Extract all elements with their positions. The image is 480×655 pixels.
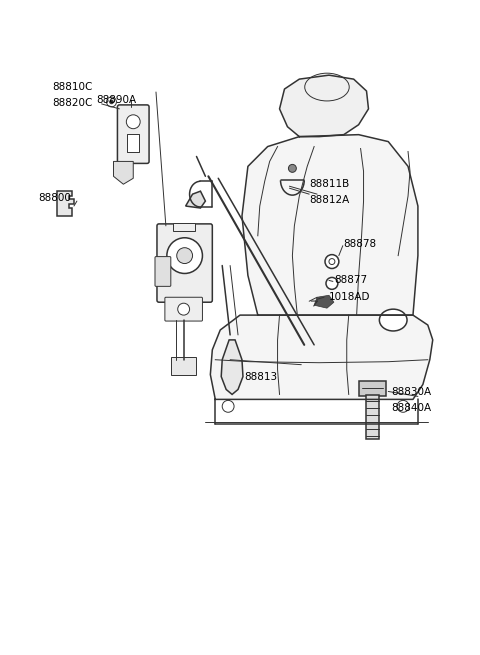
Text: 88800: 88800 <box>38 193 71 203</box>
Circle shape <box>126 115 140 128</box>
Text: 88820C: 88820C <box>52 98 93 108</box>
Polygon shape <box>113 161 133 184</box>
Circle shape <box>167 238 203 273</box>
Polygon shape <box>242 135 418 315</box>
Text: 88840A: 88840A <box>391 403 432 413</box>
Text: 88877: 88877 <box>334 275 367 286</box>
Text: 88878: 88878 <box>343 238 376 249</box>
Text: 88810C: 88810C <box>52 82 93 92</box>
Text: 88812A: 88812A <box>309 195 349 205</box>
Circle shape <box>177 248 192 263</box>
FancyBboxPatch shape <box>155 257 171 286</box>
Polygon shape <box>210 315 433 400</box>
Polygon shape <box>279 75 369 137</box>
Circle shape <box>178 303 190 315</box>
Bar <box>366 396 379 439</box>
Polygon shape <box>314 295 334 308</box>
Circle shape <box>109 100 113 104</box>
Ellipse shape <box>305 73 349 101</box>
Circle shape <box>329 259 335 265</box>
Circle shape <box>222 400 234 412</box>
Circle shape <box>288 164 296 172</box>
FancyBboxPatch shape <box>165 297 203 321</box>
FancyBboxPatch shape <box>157 224 212 302</box>
Polygon shape <box>221 340 243 394</box>
Text: 88811B: 88811B <box>309 179 349 189</box>
Polygon shape <box>57 191 74 216</box>
Bar <box>171 357 195 375</box>
Circle shape <box>107 97 117 107</box>
Circle shape <box>325 255 339 269</box>
Bar <box>127 134 139 151</box>
Text: 88813: 88813 <box>244 371 277 382</box>
Text: 88830A: 88830A <box>391 388 432 398</box>
Circle shape <box>397 400 409 412</box>
Ellipse shape <box>379 309 407 331</box>
Text: 1018AD: 1018AD <box>329 292 371 302</box>
Bar <box>359 381 386 396</box>
Text: 88890A: 88890A <box>96 95 137 105</box>
FancyBboxPatch shape <box>118 105 149 163</box>
Bar <box>173 223 194 231</box>
Circle shape <box>326 278 338 290</box>
Polygon shape <box>186 191 205 208</box>
